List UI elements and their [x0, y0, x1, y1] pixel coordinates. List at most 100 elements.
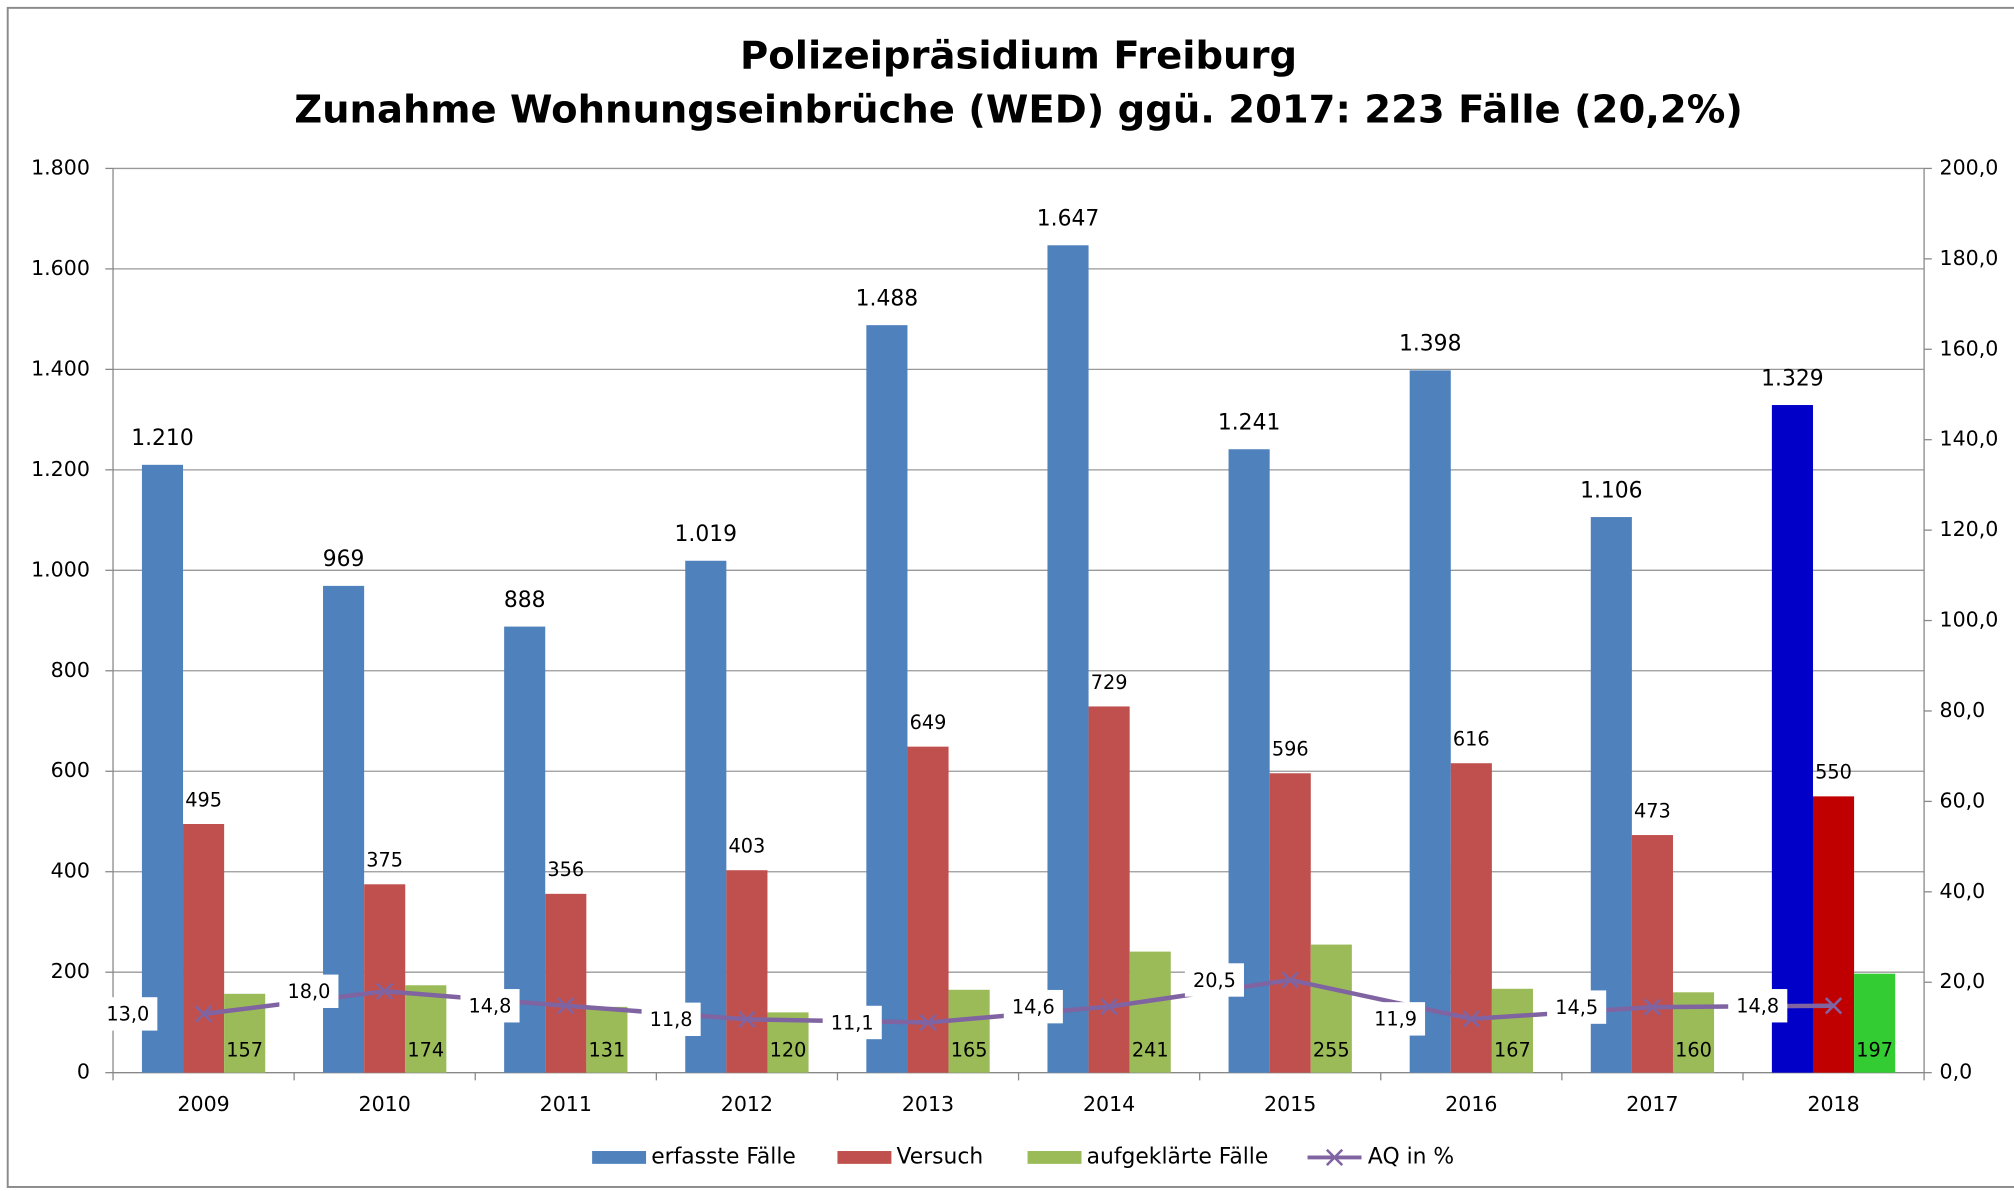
data-label-box	[822, 1005, 882, 1040]
data-label-box	[279, 974, 339, 1008]
data-label: 167	[1494, 1038, 1531, 1061]
x-tick-label: 2016	[1445, 1092, 1497, 1116]
y2-tick-label: 20,0	[1940, 969, 1986, 993]
marker	[376, 982, 394, 1000]
x-tick-label: 2018	[1807, 1092, 1859, 1116]
bar	[1590, 517, 1632, 1073]
bar	[1450, 763, 1492, 1073]
marker	[919, 1013, 937, 1032]
data-label-box	[1728, 989, 1788, 1023]
y-tick-label: 400	[51, 859, 90, 883]
data-label-box	[641, 1002, 701, 1037]
data-label: 241	[1132, 1038, 1169, 1061]
data-label-box	[1003, 989, 1063, 1024]
data-label-box	[1366, 1002, 1426, 1036]
y2-tick-label: 120,0	[1940, 517, 1999, 541]
data-label: 160	[1675, 1038, 1712, 1061]
y-tick-label: 1.200	[31, 457, 90, 481]
data-label: 1.398	[1399, 332, 1462, 357]
marker	[1462, 1010, 1480, 1028]
data-label: 11,1	[831, 1011, 874, 1034]
data-label: 729	[1091, 671, 1128, 694]
x-tick-label: 2015	[1264, 1092, 1316, 1116]
legend-marker	[1325, 1148, 1344, 1167]
x-tick-label: 2014	[1083, 1092, 1135, 1116]
data-label: 1.329	[1761, 366, 1824, 391]
bar	[1854, 973, 1896, 1073]
data-label: 1.241	[1218, 411, 1281, 436]
legend-label: erfasste Fälle	[651, 1144, 796, 1169]
data-label-box	[98, 997, 158, 1031]
marker	[194, 1005, 213, 1023]
legend-label: aufgeklärte Fälle	[1087, 1144, 1269, 1169]
bar	[364, 884, 406, 1073]
y2-tick-label: 60,0	[1940, 788, 1986, 812]
y-tick-label: 800	[51, 658, 90, 682]
bar	[1088, 706, 1130, 1073]
bar	[1310, 944, 1352, 1073]
bar	[141, 464, 184, 1073]
data-label: 174	[407, 1038, 444, 1061]
data-label: 969	[323, 547, 365, 572]
bar	[1129, 951, 1171, 1073]
x-tick-label: 2009	[177, 1092, 229, 1116]
bar	[1409, 370, 1451, 1073]
y2-tick-label: 140,0	[1940, 427, 1999, 451]
data-label: 888	[504, 588, 546, 613]
bar	[866, 325, 908, 1073]
x-tick-label: 2013	[902, 1092, 954, 1116]
y2-tick-label: 0,0	[1940, 1060, 1973, 1084]
y2-tick-label: 40,0	[1940, 879, 1986, 903]
y-tick-label: 1.400	[31, 356, 90, 380]
data-label: 11,8	[650, 1008, 693, 1031]
data-label: 11,9	[1374, 1008, 1417, 1031]
bar	[183, 824, 225, 1073]
y-tick-label: 200	[51, 959, 90, 983]
data-label: 649	[910, 711, 947, 734]
bar	[1812, 796, 1855, 1073]
bar	[405, 985, 447, 1073]
data-label: 596	[1272, 738, 1309, 761]
marker	[1824, 997, 1843, 1015]
x-tick-label: 2010	[359, 1092, 411, 1116]
data-label: 495	[185, 788, 222, 811]
y-tick-label: 600	[51, 758, 90, 782]
bar	[948, 989, 990, 1073]
data-label: 14,6	[1012, 995, 1055, 1018]
y-tick-label: 1.600	[31, 256, 90, 280]
data-label: 550	[1815, 761, 1852, 784]
marker	[557, 997, 575, 1015]
data-label: 473	[1634, 799, 1671, 822]
y-tick-label: 1.000	[31, 557, 90, 581]
x-tick-label: 2012	[721, 1092, 773, 1116]
marker	[738, 1010, 756, 1028]
bar	[1631, 835, 1673, 1073]
data-label: 255	[1313, 1038, 1350, 1061]
bar	[685, 560, 727, 1073]
data-label: 14,5	[1555, 996, 1598, 1019]
data-label: 157	[226, 1038, 263, 1061]
data-label: 14,8	[469, 995, 512, 1018]
data-label: 1.488	[856, 286, 918, 311]
marker	[1281, 971, 1299, 989]
bar	[726, 870, 768, 1073]
data-label-box	[1547, 990, 1607, 1024]
data-label-box	[1184, 963, 1244, 997]
legend-swatch	[837, 1151, 892, 1164]
bar	[907, 746, 949, 1073]
data-label: 1.210	[131, 426, 194, 451]
y-tick-label: 1.800	[31, 155, 90, 179]
data-label: 1.647	[1037, 207, 1100, 232]
data-label: 18,0	[287, 980, 330, 1003]
data-label: 1.019	[675, 522, 738, 547]
data-label: 197	[1856, 1038, 1893, 1061]
data-label: 375	[366, 849, 403, 872]
marker	[1643, 998, 1662, 1016]
marker	[1100, 998, 1118, 1016]
x-tick-label: 2017	[1626, 1092, 1678, 1116]
bar	[1771, 405, 1813, 1073]
y2-tick-label: 100,0	[1940, 608, 1999, 632]
bar	[1047, 245, 1089, 1073]
y2-tick-label: 180,0	[1940, 246, 1999, 270]
